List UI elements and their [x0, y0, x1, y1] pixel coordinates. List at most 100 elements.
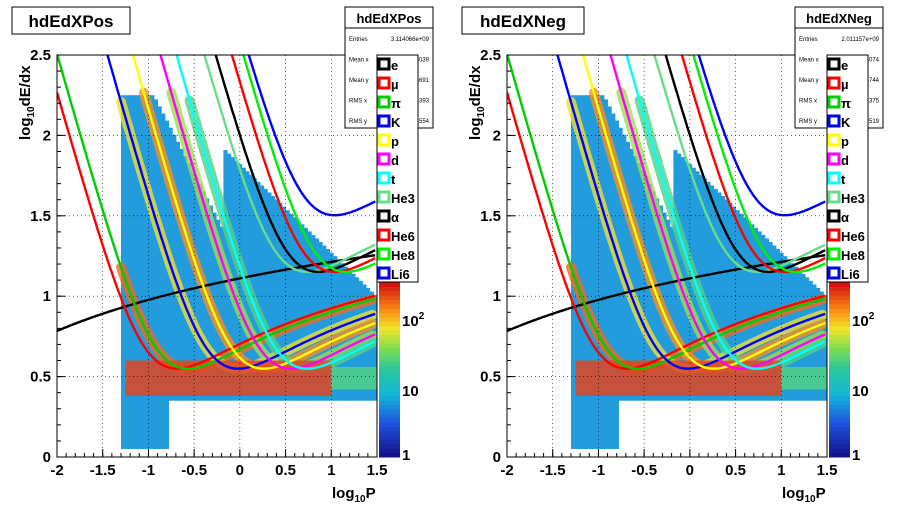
x-tick-label: 0.5 — [275, 462, 296, 479]
color-scale-segment — [829, 325, 850, 331]
density-cell — [647, 184, 652, 401]
stats-value: 3.114066e+09 — [391, 37, 430, 43]
density-cell — [640, 170, 645, 401]
x-tick-label: 1.5 — [817, 462, 838, 479]
color-scale-segment — [379, 308, 400, 314]
legend-marker — [827, 133, 841, 147]
legend-marker — [827, 190, 841, 204]
density-cell — [373, 295, 377, 401]
axes: -2 -1.5 -1 -0.5 0 0.5 1 1.5 0 0.5 1 1.5 2 2.5 log10P lo… — [17, 47, 387, 505]
y-tick-label: 0.5 — [480, 369, 501, 386]
density-cell — [688, 164, 693, 401]
density-cell — [252, 178, 257, 401]
legend-label: He3 — [391, 191, 415, 206]
color-scale-segment — [379, 422, 400, 427]
x-tick-label: 1 — [327, 462, 335, 479]
curve-Li6 — [697, 55, 826, 217]
color-scale-segment — [379, 382, 400, 388]
color-scale-segment — [379, 295, 400, 300]
color-scale-segment — [829, 452, 850, 458]
color-scale-segment — [379, 360, 400, 366]
legend-label: e — [841, 58, 848, 73]
stats-value: -0.3039 — [409, 58, 430, 64]
legend-marker — [827, 228, 841, 242]
legend-marker — [377, 114, 391, 128]
legend-label: He3 — [841, 191, 865, 206]
z-tick-label: 1 — [852, 447, 860, 464]
legend-label: π — [841, 96, 851, 111]
x-tick-label: -1.5 — [90, 462, 116, 479]
density-cell — [614, 120, 620, 449]
density-cell — [731, 206, 737, 401]
color-scale-segment — [379, 303, 400, 309]
color-scale-segment — [379, 408, 400, 414]
y-tick-label: 1 — [43, 288, 51, 305]
curve-t — [625, 55, 826, 370]
curve-p — [581, 55, 826, 370]
color-scale-segment — [379, 282, 400, 287]
density-cell — [179, 148, 184, 401]
x-tick-label: -1 — [142, 462, 155, 479]
stats-value: -0.3074 — [859, 58, 880, 64]
color-scale-segment — [379, 299, 400, 305]
density-cell — [702, 178, 707, 401]
color-scale-segment — [379, 317, 400, 322]
curve-d — [159, 55, 376, 370]
legend-label: t — [841, 172, 846, 187]
y-tick-label: 1 — [493, 288, 501, 305]
legend-box — [376, 54, 419, 283]
z-tick-label: 10 — [402, 383, 419, 400]
panel-pos: -2 -1.5 -1 -0.5 0 0.5 1 1.5 0 0.5 1 1.5 2 2.5 log10P lo… — [11, 6, 434, 505]
legend-label: π — [391, 96, 401, 111]
x-axis-title: log10P — [782, 485, 826, 505]
curve-t — [175, 55, 376, 370]
density-cell — [190, 170, 195, 401]
density-cell — [750, 224, 755, 401]
y-tick-label: 0 — [493, 449, 501, 466]
stats-value: 2.011157e+09 — [841, 37, 879, 43]
legend-label: Li6 — [841, 267, 860, 282]
stats-title: hdEdXNeg — [806, 11, 872, 26]
color-scale-segment — [829, 430, 850, 436]
color-scale-segment — [379, 404, 400, 410]
legend-marker — [377, 76, 391, 90]
density-cell — [322, 245, 327, 401]
legend-label: d — [391, 153, 399, 168]
color-scale-segment — [829, 395, 850, 401]
legend-marker — [377, 190, 391, 204]
density-cell — [270, 196, 276, 401]
color-scale-segment — [379, 448, 400, 454]
color-scale-segment — [829, 373, 850, 379]
density-cell — [267, 192, 272, 401]
color-scale-segment — [379, 356, 400, 362]
density-cell — [183, 155, 188, 401]
legend-label: He8 — [841, 248, 865, 263]
stats-value: 0.6691 — [411, 78, 430, 84]
density-cell — [669, 226, 674, 401]
title-box — [11, 6, 131, 35]
density-cell — [135, 95, 140, 449]
color-scale-segment — [829, 443, 850, 449]
stats-label: Mean x — [799, 58, 819, 64]
density-cell — [739, 213, 744, 401]
density-cell — [607, 106, 612, 449]
legend-marker — [827, 152, 841, 166]
color-scale-segment — [379, 426, 400, 432]
color-scale-segment — [829, 435, 850, 440]
density-cell — [292, 217, 298, 401]
legend-marker — [827, 95, 841, 109]
density-cell — [131, 95, 137, 449]
legend-label: d — [841, 153, 849, 168]
x-tick-label: 0 — [236, 462, 244, 479]
stats-value: 0.6744 — [861, 78, 880, 84]
curve-K — [556, 55, 826, 370]
y-tick-label: 2 — [493, 127, 501, 144]
density-cell — [216, 219, 221, 401]
density-cell — [263, 188, 268, 401]
density-cell — [238, 164, 243, 401]
color-scale-segment — [829, 295, 850, 300]
legend-marker — [377, 247, 391, 261]
color-scale-segment — [379, 373, 400, 379]
legend-marker — [377, 266, 391, 280]
stats-title: hdEdXPos — [356, 11, 421, 26]
